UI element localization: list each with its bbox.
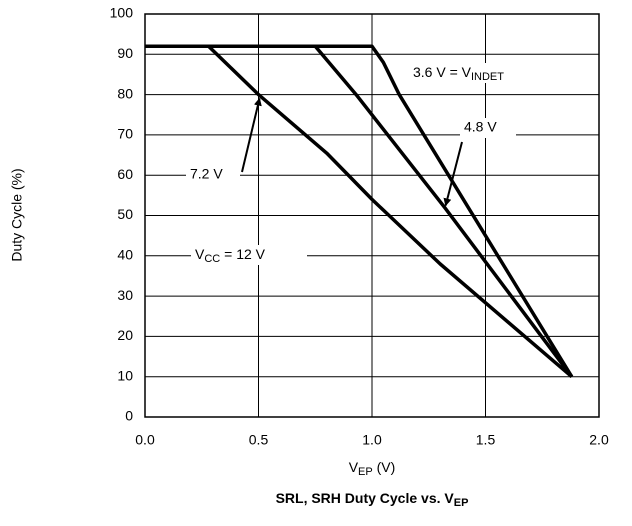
series-label: 3.6 V = VINDET — [413, 64, 504, 83]
series-label-main: 3.6 V = V — [413, 64, 472, 80]
x-axis-label-main: V — [349, 459, 359, 475]
series-label-bg — [409, 63, 549, 83]
chart-title-sub: EP — [454, 497, 469, 509]
x-tick-label: 2.0 — [589, 432, 609, 448]
y-tick-label: 10 — [117, 367, 133, 383]
y-tick-label: 70 — [117, 126, 133, 142]
x-axis-label: VEP (V) — [349, 459, 396, 478]
series-line — [145, 44, 573, 379]
y-tick-label: 0 — [125, 408, 133, 424]
annotation-main: V — [195, 246, 205, 262]
annotation-rest: = 12 V — [220, 246, 265, 262]
x-tick-label: 1.0 — [362, 432, 382, 448]
y-axis-label: Duty Cycle (%) — [9, 168, 25, 261]
series-line — [145, 44, 574, 378]
y-tick-label: 80 — [117, 85, 133, 101]
x-axis-label-sub: EP — [358, 466, 373, 478]
y-tick-label: 60 — [117, 166, 133, 182]
x-tick-label: 0.5 — [249, 432, 269, 448]
x-tick-label: 0.0 — [135, 432, 155, 448]
annotation-bg — [191, 245, 307, 265]
series-label: 7.2 V — [190, 166, 223, 182]
series-label-sub: INDET — [471, 71, 504, 83]
annotation: VCC = 12 V — [195, 246, 266, 265]
y-tick-label: 40 — [117, 247, 133, 263]
annotation-sub: CC — [204, 253, 220, 265]
y-tick-label: 100 — [110, 5, 134, 21]
chart-title: SRL, SRH Duty Cycle vs. VEP — [276, 490, 469, 509]
arrow — [443, 141, 463, 207]
y-tick-label: 30 — [117, 287, 133, 303]
y-tick-label: 20 — [117, 327, 133, 343]
arrow — [241, 97, 262, 173]
x-axis-label-rest: (V) — [373, 459, 396, 475]
chart-title-main: SRL, SRH Duty Cycle vs. V — [276, 490, 455, 506]
plot-frame — [144, 13, 600, 418]
x-tick-label: 1.5 — [476, 432, 496, 448]
series-label-bg — [460, 118, 516, 138]
series-label-bg — [186, 165, 240, 185]
series-label: 4.8 V — [464, 119, 497, 135]
y-tick-label: 50 — [117, 206, 133, 222]
y-tick-label: 90 — [117, 45, 133, 61]
